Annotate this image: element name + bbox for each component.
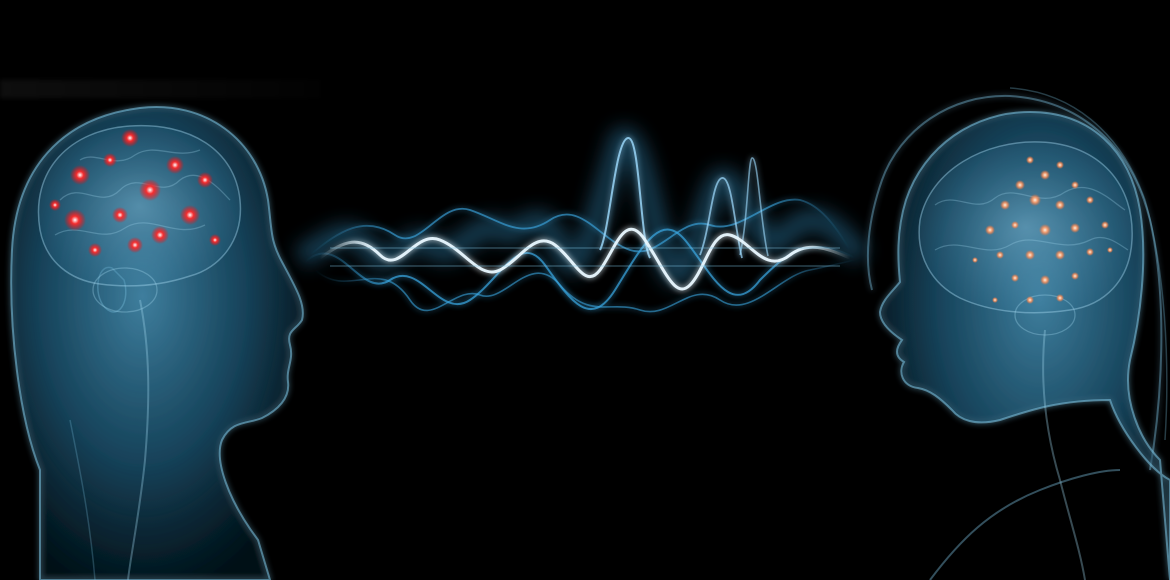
female-head-icon	[866, 87, 1170, 580]
female-brain-activity-spots	[972, 156, 1113, 304]
top-shadow-band	[0, 80, 320, 98]
male-brain-activity-spots	[49, 129, 221, 257]
male-head-icon	[10, 106, 304, 580]
brainwave-icon	[294, 126, 870, 313]
